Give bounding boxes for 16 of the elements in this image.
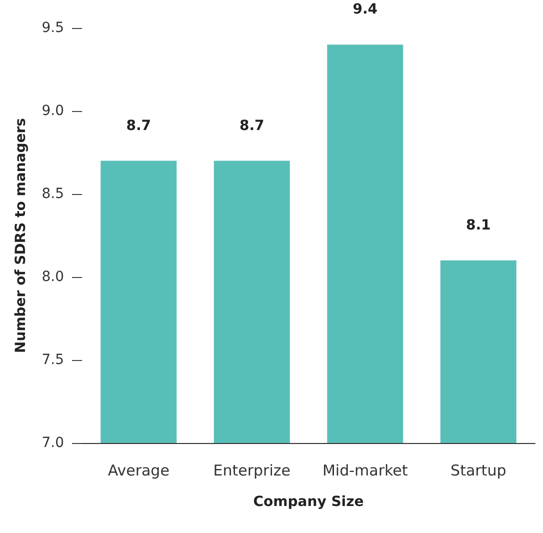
x-tick-label: Mid-market [322,462,408,480]
data-label: 8.7 [126,118,152,134]
data-label: 8.7 [239,118,264,134]
data-label: 9.4 [352,2,378,18]
y-tick-label: 7.5 [42,352,64,368]
y-tick-label: 9.0 [42,103,64,119]
x-tick-label: Average [108,462,170,480]
x-tick-label: Startup [450,462,506,480]
x-axis-title: Company Size [253,494,364,510]
y-axis-title: Number of SDRS to managers [13,118,29,353]
y-tick-label: 8.0 [42,269,64,285]
y-tick-label: 8.5 [42,186,64,202]
data-label: 8.1 [466,217,491,234]
x-tick-label: Enterprize [213,462,290,480]
y-tick-label: 7.0 [42,435,64,451]
y-tick-label: 9.5 [42,20,64,36]
